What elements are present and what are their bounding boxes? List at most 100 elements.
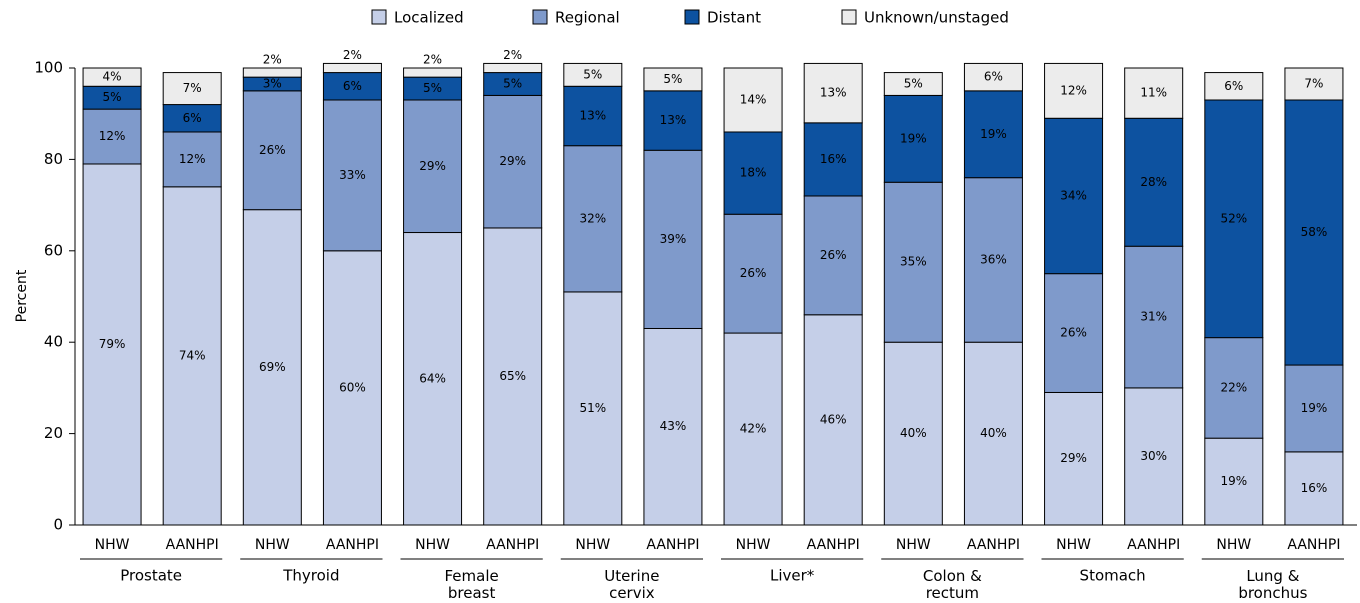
bar-segment [322, 62, 382, 74]
data-label: 6% [1224, 79, 1243, 93]
x-tick-label: AANHPI [646, 537, 699, 553]
data-label: 19% [1220, 474, 1247, 488]
bar-segment [1284, 99, 1344, 366]
data-label: 35% [900, 255, 927, 269]
data-label: 19% [980, 127, 1007, 141]
bar-segment [403, 67, 463, 78]
group-label: Lung & bronchus [1238, 567, 1307, 602]
bar-segment [803, 62, 863, 124]
data-label: 13% [820, 86, 847, 100]
group-label-line: Female [445, 567, 499, 585]
data-label: 65% [499, 369, 526, 383]
data-label: 19% [900, 131, 927, 145]
x-tick-label: NHW [896, 537, 931, 553]
bar-segment [1044, 273, 1104, 393]
bar-segment [82, 67, 142, 87]
group-label: Colon & rectum [923, 567, 982, 602]
y-tick-label: 100 [34, 59, 63, 77]
data-label: 5% [583, 67, 602, 81]
bar-segment [1124, 245, 1184, 389]
bar-segment [723, 332, 783, 526]
group-label: Prostate [120, 567, 182, 585]
y-tick-label: 20 [44, 424, 63, 442]
data-label: 31% [1140, 310, 1167, 324]
bar-segment [1204, 99, 1264, 339]
bar-segment [563, 85, 623, 147]
data-label: 19% [1301, 401, 1328, 415]
x-tick-label: AANHPI [326, 537, 379, 553]
data-label: 51% [579, 401, 606, 415]
x-tick-label: AANHPI [807, 537, 860, 553]
data-label: 28% [1140, 175, 1167, 189]
group-label: Thyroid [282, 567, 339, 585]
data-label: 13% [579, 108, 606, 122]
data-label: 34% [1060, 188, 1087, 202]
y-tick-label: 0 [53, 516, 63, 534]
data-label: 6% [183, 111, 202, 125]
data-label: 64% [419, 371, 446, 385]
bar-segment [82, 108, 142, 165]
data-label: 5% [423, 81, 442, 95]
bar-segment [1284, 67, 1344, 101]
bar-segment [242, 209, 302, 526]
data-label: 2% [423, 53, 442, 67]
group-label-line: Lung & [1246, 567, 1299, 585]
x-tick-label: NHW [1216, 537, 1251, 553]
y-tick-label: 60 [44, 241, 63, 259]
data-label: 14% [740, 92, 767, 106]
y-axis-label: Percent [14, 269, 30, 322]
data-label: 18% [740, 166, 767, 180]
data-label: 58% [1301, 225, 1328, 239]
bar-segment [242, 90, 302, 211]
data-label: 60% [339, 380, 366, 394]
bar-segment [483, 94, 543, 229]
legend-label: Distant [707, 9, 761, 27]
bar-segment [322, 99, 382, 252]
data-label: 16% [820, 152, 847, 166]
data-label: 4% [103, 70, 122, 84]
data-label: 79% [99, 337, 126, 351]
data-label: 40% [900, 426, 927, 440]
bar-segment [643, 90, 703, 151]
bar-segment [1284, 364, 1344, 453]
bar-segment [483, 227, 543, 526]
data-label: 6% [343, 79, 362, 93]
data-label: 29% [1060, 451, 1087, 465]
data-label: 6% [984, 70, 1003, 84]
group-label-line: cervix [609, 584, 655, 602]
group-label-line: breast [448, 584, 496, 602]
bar-segment [643, 149, 703, 329]
data-label: 12% [99, 129, 126, 143]
data-label: 2% [503, 48, 522, 62]
data-label: 52% [1220, 211, 1247, 225]
legend-swatch [532, 9, 548, 25]
data-label: 40% [980, 426, 1007, 440]
legend-label: Unknown/unstaged [864, 9, 1009, 27]
legend-swatch [684, 9, 700, 25]
legend-label: Regional [555, 9, 620, 27]
data-label: 22% [1220, 380, 1247, 394]
bar-segment [322, 250, 382, 526]
x-tick-label: NHW [415, 537, 450, 553]
data-label: 26% [1060, 326, 1087, 340]
bar-segment [162, 72, 222, 106]
data-label: 11% [1140, 86, 1167, 100]
data-label: 46% [820, 412, 847, 426]
group-label-line: bronchus [1238, 584, 1307, 602]
bar-segment [563, 62, 623, 87]
group-label: Liver* [770, 567, 815, 585]
bar-segment [963, 90, 1023, 179]
data-label: 69% [259, 360, 286, 374]
data-label: 5% [103, 90, 122, 104]
x-tick-label: AANHPI [967, 537, 1020, 553]
data-label: 5% [663, 72, 682, 86]
data-label: 2% [263, 53, 282, 67]
data-label: 16% [1301, 481, 1328, 495]
bar-segment [242, 67, 302, 78]
x-tick-label: AANHPI [486, 537, 539, 553]
data-label: 13% [660, 113, 687, 127]
data-label: 5% [503, 76, 522, 90]
data-label: 26% [259, 143, 286, 157]
data-label: 5% [904, 76, 923, 90]
